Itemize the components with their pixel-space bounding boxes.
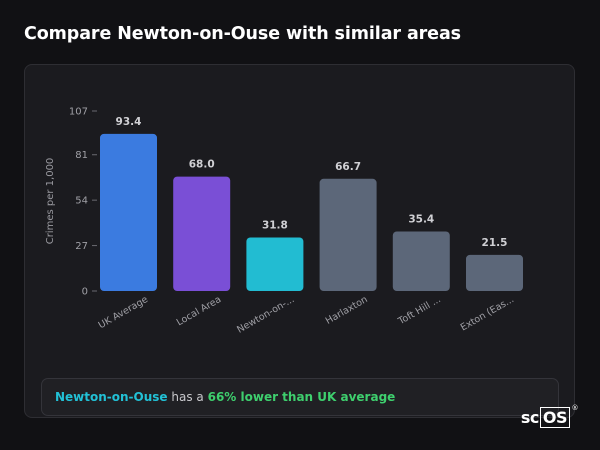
bar-value-label: 35.4	[408, 213, 434, 225]
bar[interactable]	[319, 178, 377, 291]
bars	[100, 133, 523, 291]
x-tick-label: UK Average	[97, 294, 150, 331]
summary-text: has a	[167, 390, 208, 404]
summary-box: Newton-on-Ouse has a 66% lower than UK a…	[41, 378, 559, 416]
value-labels: 93.4 68.0 31.8 66.7 35.4 21.5	[116, 116, 508, 249]
y-axis-label: Crimes per 1,000	[45, 158, 56, 245]
y-tick-label: 27	[75, 241, 88, 252]
x-axis-labels: UK Average Local Area Newton-on-... Harlaxt…	[97, 294, 516, 336]
page-title: Compare Newton-on-Ouse with similar area…	[24, 24, 461, 44]
y-tick-label: 81	[75, 150, 88, 161]
x-tick-label: Toft Hill ...	[396, 294, 443, 328]
summary-area-name: Newton-on-Ouse	[55, 390, 168, 404]
y-axis: 0 27 54 81 107	[69, 107, 97, 298]
bar[interactable]	[246, 237, 304, 291]
summary-stat: 66% lower than UK average	[207, 390, 396, 404]
scos-logo: sc OS ®	[520, 404, 578, 428]
bar[interactable]	[100, 133, 157, 291]
bar[interactable]	[466, 254, 523, 291]
x-tick-label: Newton-on-...	[235, 294, 296, 336]
y-tick-label: 107	[69, 107, 88, 118]
bar-value-label: 68.0	[189, 159, 215, 171]
y-tick-label: 0	[82, 287, 88, 298]
bar[interactable]	[173, 176, 231, 291]
bar-value-label: 66.7	[335, 161, 361, 173]
chart-card: 0 27 54 81 107 Crimes per 1,000 93.4 68.0 31.8…	[24, 64, 575, 418]
x-tick-label: Exton (Eas...	[459, 294, 516, 333]
x-tick-label: Local Area	[175, 294, 223, 328]
bar-value-label: 93.4	[116, 116, 142, 128]
bar[interactable]	[392, 231, 450, 291]
y-tick-label: 54	[75, 196, 88, 207]
x-tick-label: Harlaxton	[324, 294, 370, 327]
bar-value-label: 31.8	[262, 220, 288, 232]
bar-chart: 0 27 54 81 107 Crimes per 1,000 93.4 68.0 31.8…	[45, 107, 523, 336]
bar-value-label: 21.5	[482, 237, 508, 249]
